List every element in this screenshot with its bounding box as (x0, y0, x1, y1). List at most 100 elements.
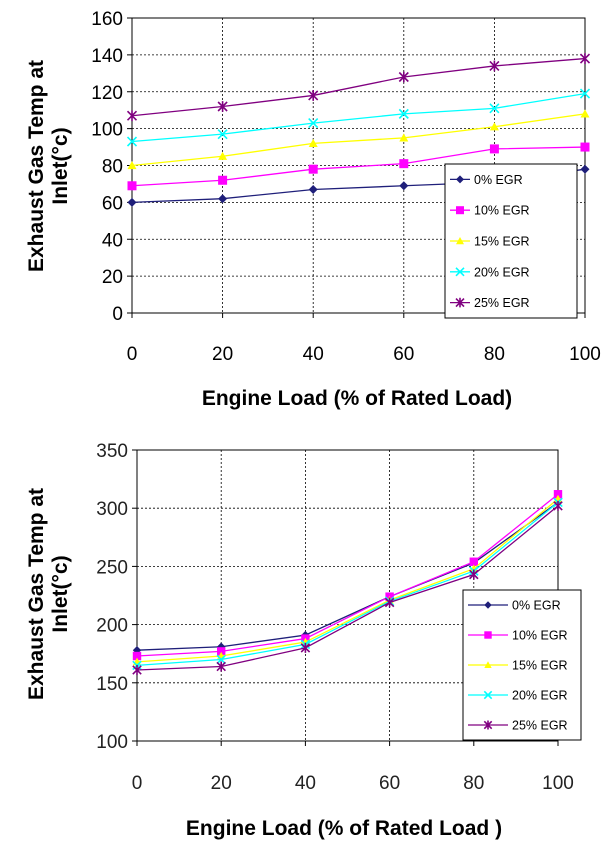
data-point (308, 118, 319, 129)
data-point (398, 71, 409, 83)
y-tick-label: 0 (112, 304, 123, 325)
data-point (580, 142, 590, 152)
data-point (489, 103, 500, 114)
y-tick-label: 100 (91, 120, 123, 141)
legend-label: 25% EGR (512, 719, 568, 733)
y-tick-label: 80 (102, 157, 123, 178)
legend-marker (483, 690, 493, 700)
legend-label: 20% EGR (512, 689, 568, 703)
legend-label: 25% EGR (474, 296, 530, 310)
chart-2: 100 150 200 250 300 350 0 20 40 60 80 100 Engine Loa… (25, 441, 582, 840)
series-line-3 (131, 92, 586, 143)
data-point (399, 181, 409, 191)
x-axis-label: Engine Load (% of Rated Load ) (186, 817, 502, 840)
data-point (218, 151, 228, 160)
data-point (469, 564, 478, 573)
data-point (580, 164, 590, 174)
y-tick-label: 200 (96, 616, 128, 637)
data-point (132, 651, 142, 661)
y-tick-label: 100 (96, 732, 128, 753)
legend-label: 0% EGR (474, 173, 523, 187)
y-tick-label: 350 (96, 441, 128, 462)
series-line-4 (131, 57, 586, 117)
legend-label: 10% EGR (512, 629, 568, 643)
data-point (489, 144, 499, 154)
data-point (218, 194, 228, 204)
legend-label: 15% EGR (474, 235, 530, 249)
legend-marker (455, 297, 465, 308)
legend: 0% EGR 10% EGR 15% EGR 20% EGR 25% EGR (444, 163, 578, 319)
data-point (217, 647, 226, 656)
x-tick-label: 60 (379, 773, 400, 794)
data-point (216, 654, 226, 665)
y-tick-label: 300 (96, 499, 128, 520)
data-point (399, 133, 409, 142)
data-point (489, 60, 500, 72)
legend-marker (456, 237, 464, 245)
legend-label: 0% EGR (512, 599, 561, 613)
series-line-2 (136, 498, 559, 663)
data-point (580, 109, 590, 118)
data-point (398, 108, 409, 119)
x-tick-label: 80 (463, 773, 484, 794)
y-tick-label: 60 (102, 193, 123, 214)
data-point (217, 642, 226, 651)
data-point (127, 161, 137, 170)
legend-marker (456, 175, 464, 184)
x-tick-label: 0 (127, 344, 138, 365)
data-point (217, 101, 228, 112)
y-tick-label: 150 (96, 674, 128, 695)
x-tick-label: 40 (303, 344, 324, 365)
y-tick-label: 250 (96, 557, 128, 578)
x-tick-label: 0 (132, 773, 143, 794)
data-point (126, 110, 138, 122)
data-point (217, 129, 228, 140)
data-point (579, 53, 591, 64)
data-point (553, 500, 563, 511)
series-line-4 (136, 505, 559, 671)
x-tick-label: 40 (295, 773, 316, 794)
series-line-1 (136, 493, 559, 657)
y-tick-label: 160 (91, 9, 123, 30)
x-tick-label: 60 (393, 344, 414, 365)
x-tick-label: 100 (542, 773, 574, 794)
data-point (126, 136, 138, 147)
legend-label: 20% EGR (474, 265, 530, 279)
series-line-3 (136, 501, 559, 666)
x-tick-label: 20 (212, 344, 233, 365)
y-tick-label: 140 (91, 46, 123, 67)
data-point (553, 490, 563, 499)
data-point (308, 138, 318, 147)
legend-marker (484, 631, 492, 639)
chart-1: 0 20 40 60 80 100 120 140 160 0 20 40 60 80 100 Engine … (25, 9, 601, 410)
y-axis-label: Exhaust Gas Temp at Inlet(°c) (25, 488, 72, 700)
data-point (300, 642, 311, 653)
y-axis-label-line: Exhaust Gas Temp at (25, 60, 48, 272)
series-line-0 (136, 501, 559, 651)
data-point (216, 661, 226, 672)
y-tick-label: 20 (102, 267, 123, 288)
data-point (308, 164, 318, 174)
series-line-1 (131, 146, 586, 187)
data-point (127, 181, 137, 191)
data-point (469, 569, 479, 580)
x-tick-label: 20 (211, 773, 232, 794)
legend-marker (484, 661, 492, 668)
y-axis-label-line: Exhaust Gas Temp at (25, 488, 48, 700)
legend-marker (484, 601, 492, 609)
y-tick-label: 40 (102, 230, 123, 251)
data-point (399, 159, 409, 169)
data-point (308, 184, 318, 194)
legend-marker (455, 267, 465, 277)
legend-marker (483, 720, 493, 730)
x-axis-label: Engine Load (% of Rated Load) (202, 387, 512, 410)
data-point (132, 664, 142, 676)
data-point (469, 557, 478, 566)
x-tick-label: 100 (569, 344, 601, 365)
legend-marker (456, 206, 464, 215)
data-point (489, 122, 499, 131)
x-tick-label: 80 (484, 344, 505, 365)
series-line-2 (131, 113, 586, 167)
legend-label: 15% EGR (512, 659, 568, 673)
y-tick-label: 120 (91, 83, 123, 104)
